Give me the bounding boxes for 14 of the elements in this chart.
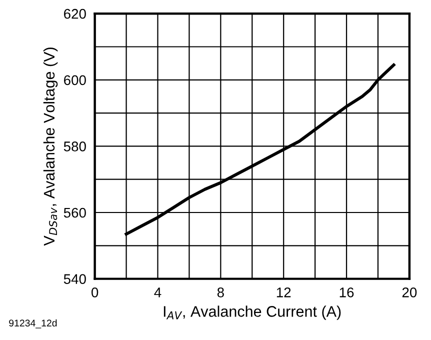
y-axis-title: V$_{DSav}$, Avalanche Voltage (V) — [43, 48, 58, 246]
y-tick-label: 600 — [64, 75, 86, 86]
text: 91234_12d — [9, 319, 57, 328]
x-tick-label: 20 — [402, 288, 417, 298]
x-tick-label: 12 — [276, 288, 291, 298]
x-tick-label: 16 — [340, 288, 354, 298]
y-tick-label: 580 — [64, 142, 86, 152]
y-tick-label: 540 — [64, 274, 86, 284]
x-tick-label: 4 — [154, 288, 162, 298]
y-tick-label: 620 — [64, 8, 86, 19]
x-axis-title: I$_{AV}$, Avalanche Current (A) — [164, 306, 341, 320]
x-tick-label: 0 — [92, 288, 98, 298]
y-tick-label: 560 — [64, 208, 86, 218]
x-tick-label: 8 — [217, 288, 224, 298]
